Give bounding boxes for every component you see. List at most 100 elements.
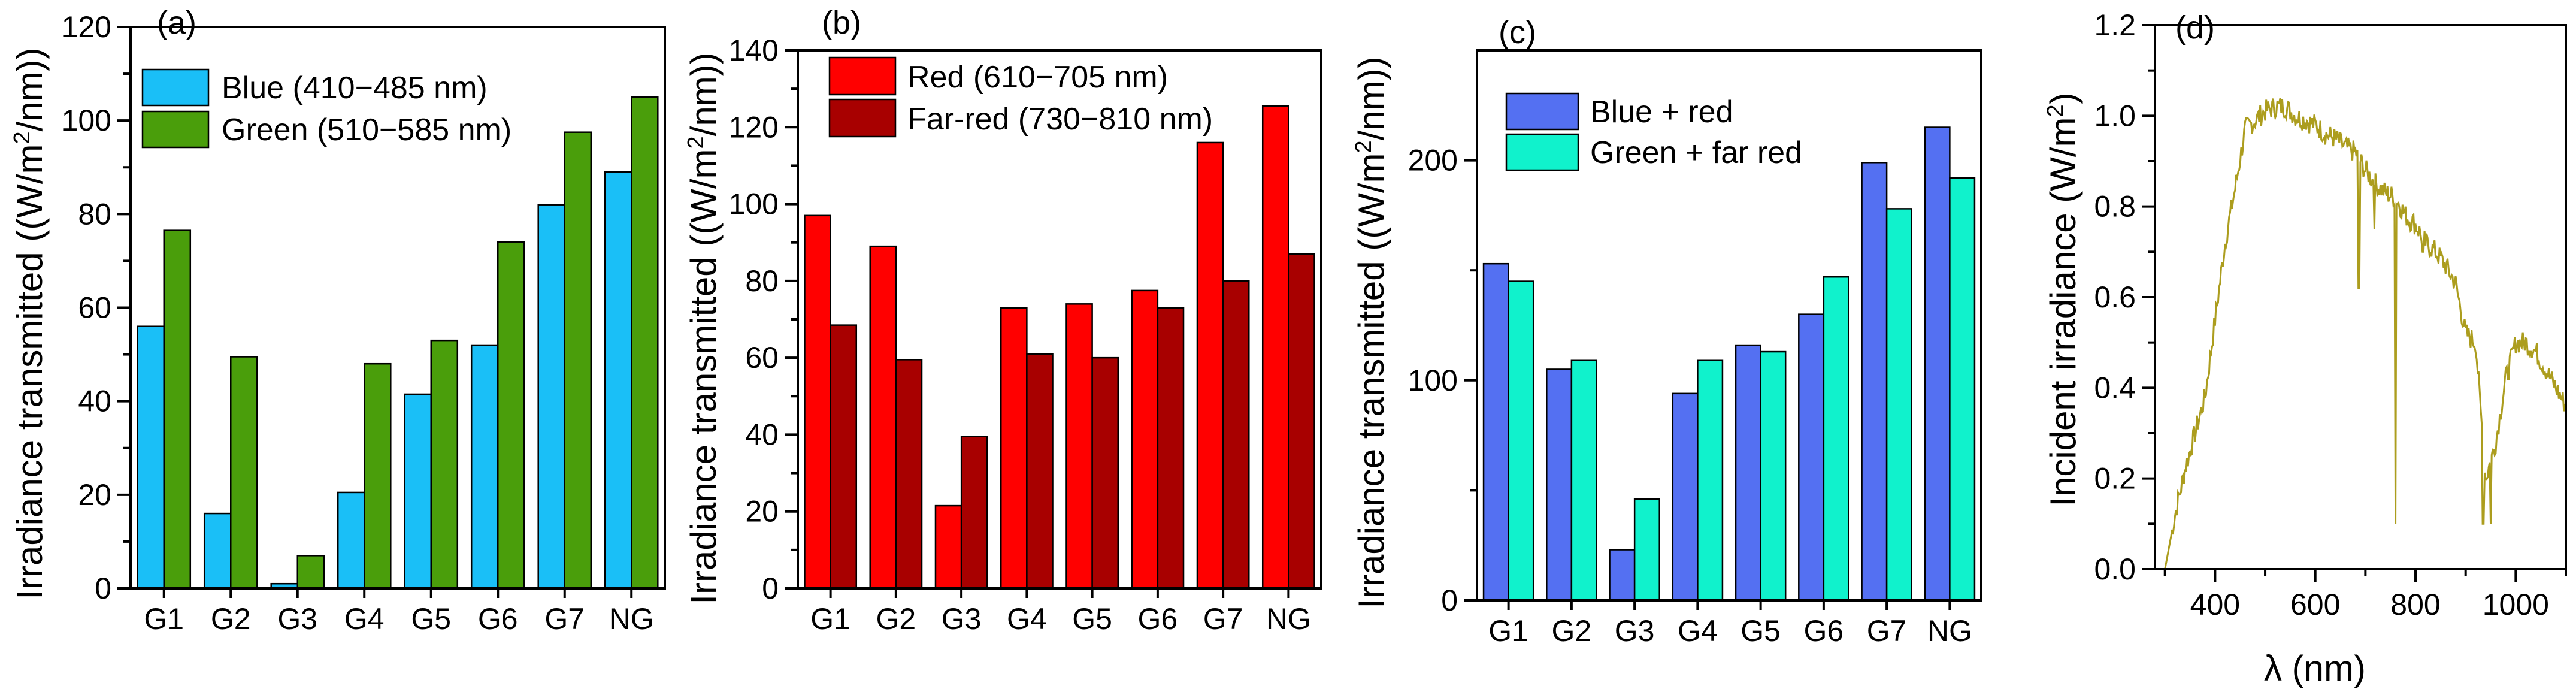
panel-a-legend: Blue (410−485 nm) Green (510−585 nm) [141, 68, 511, 149]
panel-c: (c) Irradiance transmitted ((W/m2/nm)) B… [1351, 14, 1982, 648]
panel-c-bar-g2-series-2 [1570, 359, 1597, 602]
panel-d-ytick-label: 0.2 [2094, 462, 2136, 495]
panel-c-xtick-label: G5 [1740, 614, 1781, 648]
panel-b-bar-g4-series-1 [1000, 307, 1028, 590]
panel-a-bar-g7-series-1 [537, 204, 566, 590]
panel-c-bar-ng-series-2 [1949, 177, 1976, 602]
panel-a-ytick-label: 0 [95, 572, 111, 605]
panel-a-bar-g2-series-1 [203, 512, 232, 590]
panel-b-xtick-label: G7 [1203, 602, 1243, 636]
panel-a: (a) Irradiance transmitted ((W/m2/nm)) B… [10, 5, 666, 636]
panel-a-bar-g7-series-2 [564, 131, 592, 590]
panel-d-xlabel: λ (nm) [2264, 648, 2366, 688]
legend-swatch-blue [141, 68, 210, 107]
panel-b-ytick-label: 120 [729, 110, 779, 144]
panel-d-frame [2154, 24, 2567, 570]
panel-a-bar-g6-series-1 [470, 344, 499, 590]
legend-entry-red: Red (610−705 nm) [907, 60, 1168, 95]
panel-b-ytick-label: 40 [745, 418, 779, 451]
panel-b-xtick-label: G6 [1138, 602, 1178, 636]
panel-a-xtick-label: G6 [478, 602, 518, 636]
panel-c-xtick-label: G7 [1867, 614, 1907, 648]
panel-a-bar-ng-series-1 [604, 171, 632, 590]
panel-a-ytick-label: 20 [78, 478, 111, 512]
panel-c-bar-g1-series-1 [1482, 262, 1509, 602]
panel-c-bar-g6-series-2 [1823, 276, 1849, 602]
panel-a-bar-g1-series-1 [137, 325, 165, 590]
panel-d-label: (d) [2175, 10, 2215, 46]
panel-c-xtick-label: G1 [1488, 614, 1528, 648]
panel-d-ytick-label: 0.4 [2094, 371, 2136, 404]
panel-d-spectrum-line [2164, 98, 2566, 569]
panel-b-bar-g5-series-2 [1091, 356, 1119, 590]
panel-a-xtick-label: G3 [277, 602, 317, 636]
panel-a-xtick-label: G1 [144, 602, 184, 636]
panel-a-ylabel: Irradiance transmitted ((W/m2/nm)) [10, 47, 50, 599]
panel-c-bar-g5-series-2 [1760, 350, 1787, 602]
panel-a-bar-ng-series-2 [631, 96, 659, 590]
panel-c-bar-g7-series-1 [1861, 162, 1888, 602]
panel-b-xtick-label: NG [1266, 602, 1311, 636]
panel-c-bar-ng-series-1 [1924, 126, 1951, 602]
panel-c-ylabel: Irradiance transmitted ((W/m2/nm)) [1351, 56, 1391, 608]
panel-b-xtick-label: G4 [1007, 602, 1047, 636]
panel-c-bar-g4-series-2 [1697, 359, 1724, 602]
panel-d-ytick-label: 0.6 [2094, 280, 2136, 314]
panel-a-xtick-label: G5 [411, 602, 451, 636]
panel-a-bar-g5-series-2 [430, 339, 459, 590]
panel-c-bar-g1-series-2 [1508, 280, 1534, 602]
panel-a-bar-g4-series-1 [337, 491, 365, 590]
panel-c-xtick-label: NG [1927, 614, 1972, 648]
legend-entry-green-far-red: Green + far red [1590, 135, 1802, 170]
panel-a-ytick-label: 80 [78, 197, 111, 231]
panel-a-bar-g4-series-2 [364, 362, 392, 590]
panel-a-bar-g1-series-2 [163, 229, 192, 590]
panel-d-xtick-label: 400 [2190, 588, 2240, 621]
panel-c-bar-g2-series-1 [1546, 368, 1573, 602]
panel-b-bar-g2-series-1 [869, 245, 897, 590]
panel-b: (b) Irradiance transmitted ((W/m2/nm)) R… [683, 5, 1322, 636]
panel-b-bar-ng-series-1 [1261, 105, 1289, 590]
panel-b-ytick-label: 60 [745, 341, 779, 374]
panel-b-frame [797, 49, 1322, 590]
panel-c-bar-g3-series-1 [1609, 549, 1636, 602]
panel-b-legend: Red (610−705 nm) Far-red (730−810 nm) [828, 56, 1213, 138]
legend-entry-far-red: Far-red (730−810 nm) [907, 102, 1213, 137]
panel-b-bar-g3-series-2 [960, 436, 988, 590]
panel-c-xtick-label: G6 [1804, 614, 1844, 648]
panel-b-ytick-label: 100 [729, 188, 779, 221]
panel-b-bar-ng-series-2 [1288, 253, 1315, 590]
panel-a-xtick-label: NG [609, 602, 654, 636]
panel-b-ytick-label: 20 [745, 495, 779, 528]
panel-a-xtick-label: G4 [344, 602, 385, 636]
panel-d-xtick-label: 1000 [2483, 588, 2549, 621]
panel-a-bar-g3-series-2 [296, 555, 325, 590]
panel-c-ytick-label: 200 [1408, 144, 1458, 177]
panel-b-bar-g5-series-1 [1065, 303, 1093, 590]
legend-swatch-blue-red [1505, 92, 1579, 131]
legend-entry-blue-red: Blue + red [1590, 95, 1733, 129]
panel-a-bar-g5-series-1 [404, 393, 432, 590]
panel-b-ytick-label: 140 [729, 34, 779, 67]
panel-a-bar-g6-series-2 [497, 241, 525, 590]
panel-a-ytick-label: 60 [78, 291, 111, 325]
panel-d-ylabel: Incident irradiance (W/m2) [2043, 92, 2083, 506]
panel-a-xtick-label: G7 [544, 602, 585, 636]
panel-d-ytick-label: 0.0 [2094, 552, 2136, 586]
panel-b-label: (b) [822, 5, 861, 41]
panel-b-bar-g4-series-2 [1026, 353, 1054, 590]
panel-d-xtick-label: 800 [2390, 588, 2440, 621]
panel-b-ylabel: Irradiance transmitted ((W/m2/nm)) [683, 52, 724, 604]
legend-swatch-green [141, 110, 210, 149]
panel-c-bar-g6-series-1 [1798, 313, 1825, 602]
panel-d-ytick-label: 1.0 [2094, 99, 2136, 132]
legend-swatch-red [828, 56, 897, 96]
panel-a-label: (a) [157, 5, 196, 41]
legend-entry-blue: Blue (410−485 nm) [222, 71, 488, 105]
panel-d-xtick-label: 600 [2290, 588, 2340, 621]
panel-d: (d) Incident irradiance (W/m2) λ (nm) 40… [2043, 8, 2567, 688]
panel-c-bar-g4-series-1 [1672, 392, 1699, 602]
panel-b-xtick-label: G2 [876, 602, 916, 636]
panel-c-bar-g5-series-1 [1735, 344, 1761, 602]
panel-b-bar-g1-series-2 [830, 324, 858, 590]
